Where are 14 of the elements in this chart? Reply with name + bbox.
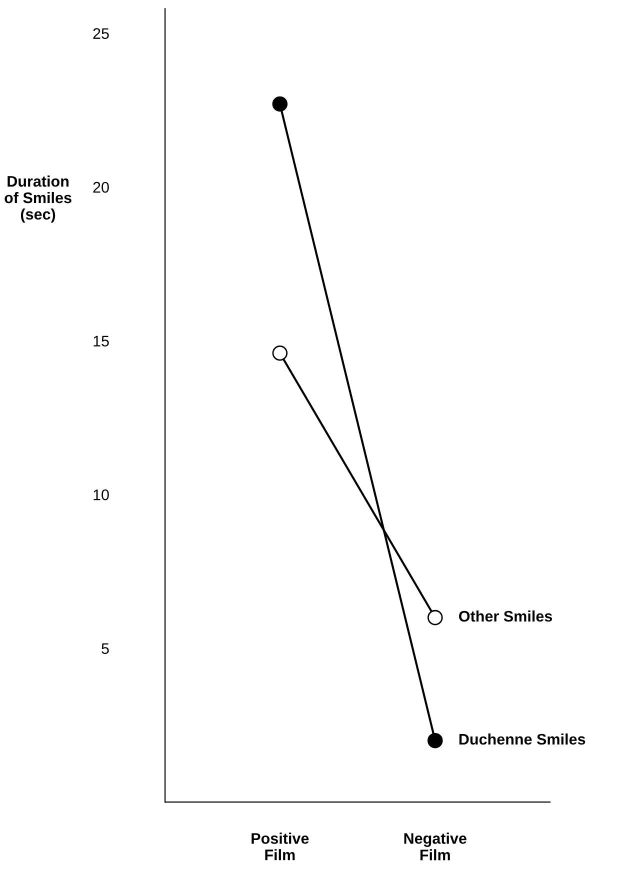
- y-axis-title: Duration of Smiles (sec): [4, 176, 72, 223]
- point: [272, 345, 288, 361]
- series-label: Duchenne Smiles: [459, 733, 586, 745]
- point: [427, 610, 443, 626]
- x-tick-label: Positive Film: [252, 832, 309, 860]
- y-tick-label: 20: [93, 182, 109, 193]
- y-tick-label: 5: [102, 643, 109, 654]
- point: [427, 732, 443, 748]
- series-label: Other Smiles: [459, 610, 552, 622]
- point: [272, 96, 288, 112]
- y-tick-label: 10: [94, 489, 109, 500]
- x-tick-label: Negative Film: [404, 832, 466, 860]
- y-tick-label: 25: [93, 28, 109, 39]
- y-tick-label: 15: [94, 336, 109, 346]
